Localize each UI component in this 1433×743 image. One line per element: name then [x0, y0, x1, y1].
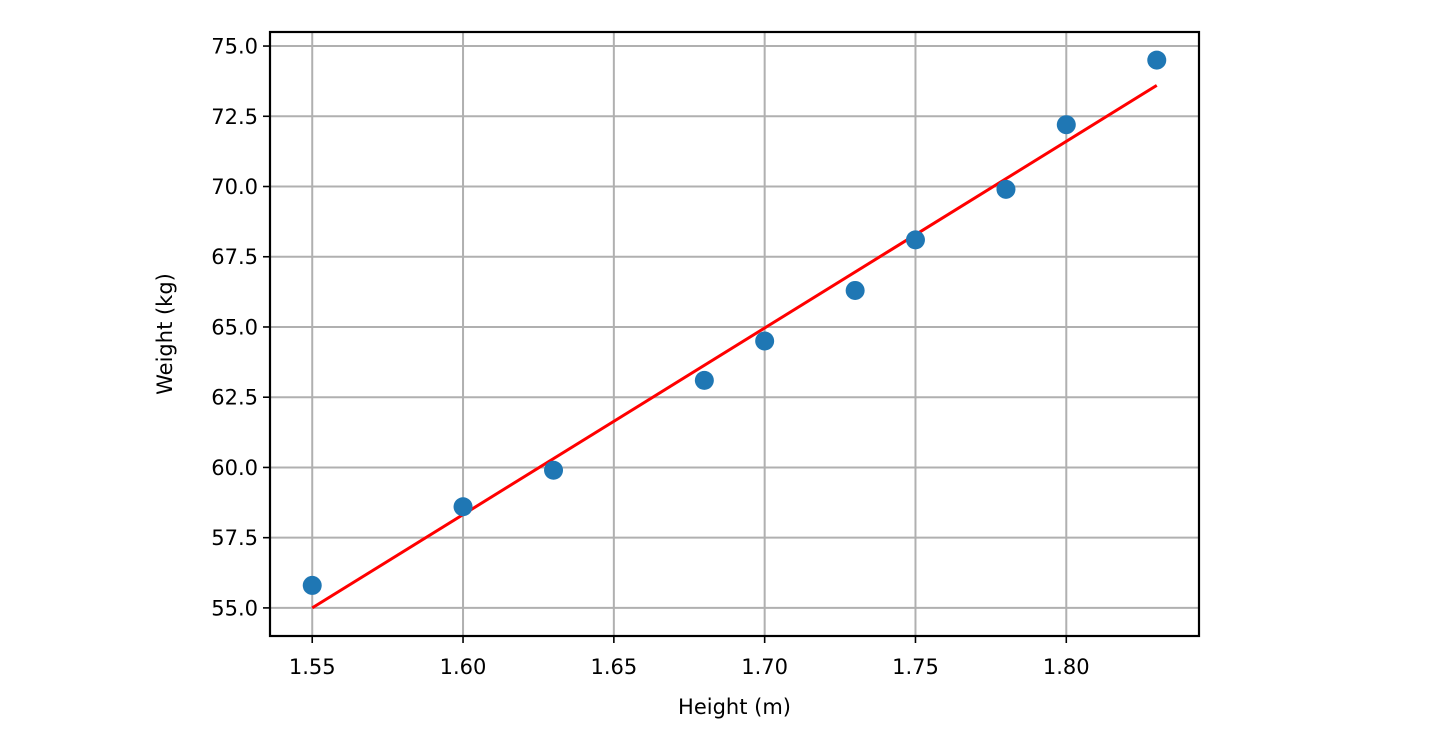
series-layer	[302, 50, 1167, 610]
x-axis: 1.55 1.60 1.65 1.70 1.75 1.80	[289, 636, 1090, 679]
y-tick-label: 67.5	[211, 245, 258, 269]
x-tick-label: 1.60	[440, 655, 487, 679]
scatter-point	[1056, 115, 1076, 135]
y-axis: 55.0 57.5 60.0 62.5 65.0 67.5 70.0 72.5 75.0	[211, 35, 270, 620]
y-tick-label: 75.0	[211, 35, 258, 59]
x-axis-label: Height (m)	[678, 695, 791, 719]
plot-frame	[268, 30, 1201, 638]
y-tick-label: 60.0	[211, 456, 258, 480]
x-tick-label: 1.65	[590, 655, 637, 679]
scatter-point	[302, 575, 322, 595]
y-tick-label: 72.5	[211, 105, 258, 129]
y-tick-label: 55.0	[211, 596, 258, 620]
fit-line	[311, 84, 1158, 610]
y-tick-label: 57.5	[211, 526, 258, 550]
scatter-point	[755, 331, 775, 351]
scatter-point	[694, 370, 714, 390]
scatter-point	[905, 230, 925, 250]
x-tick-label: 1.55	[289, 655, 336, 679]
y-tick-label: 62.5	[211, 386, 258, 410]
y-tick-label: 65.0	[211, 315, 258, 339]
y-axis-label: Weight (kg)	[153, 273, 177, 395]
x-tick-label: 1.75	[892, 655, 939, 679]
scatter-point	[996, 179, 1016, 199]
y-tick-label: 70.0	[211, 175, 258, 199]
scatter-point	[845, 280, 865, 300]
scatter-point	[1147, 50, 1167, 70]
scatter-point	[544, 460, 564, 480]
x-tick-label: 1.70	[741, 655, 788, 679]
scatter-point	[453, 497, 473, 517]
x-tick-label: 1.80	[1043, 655, 1090, 679]
